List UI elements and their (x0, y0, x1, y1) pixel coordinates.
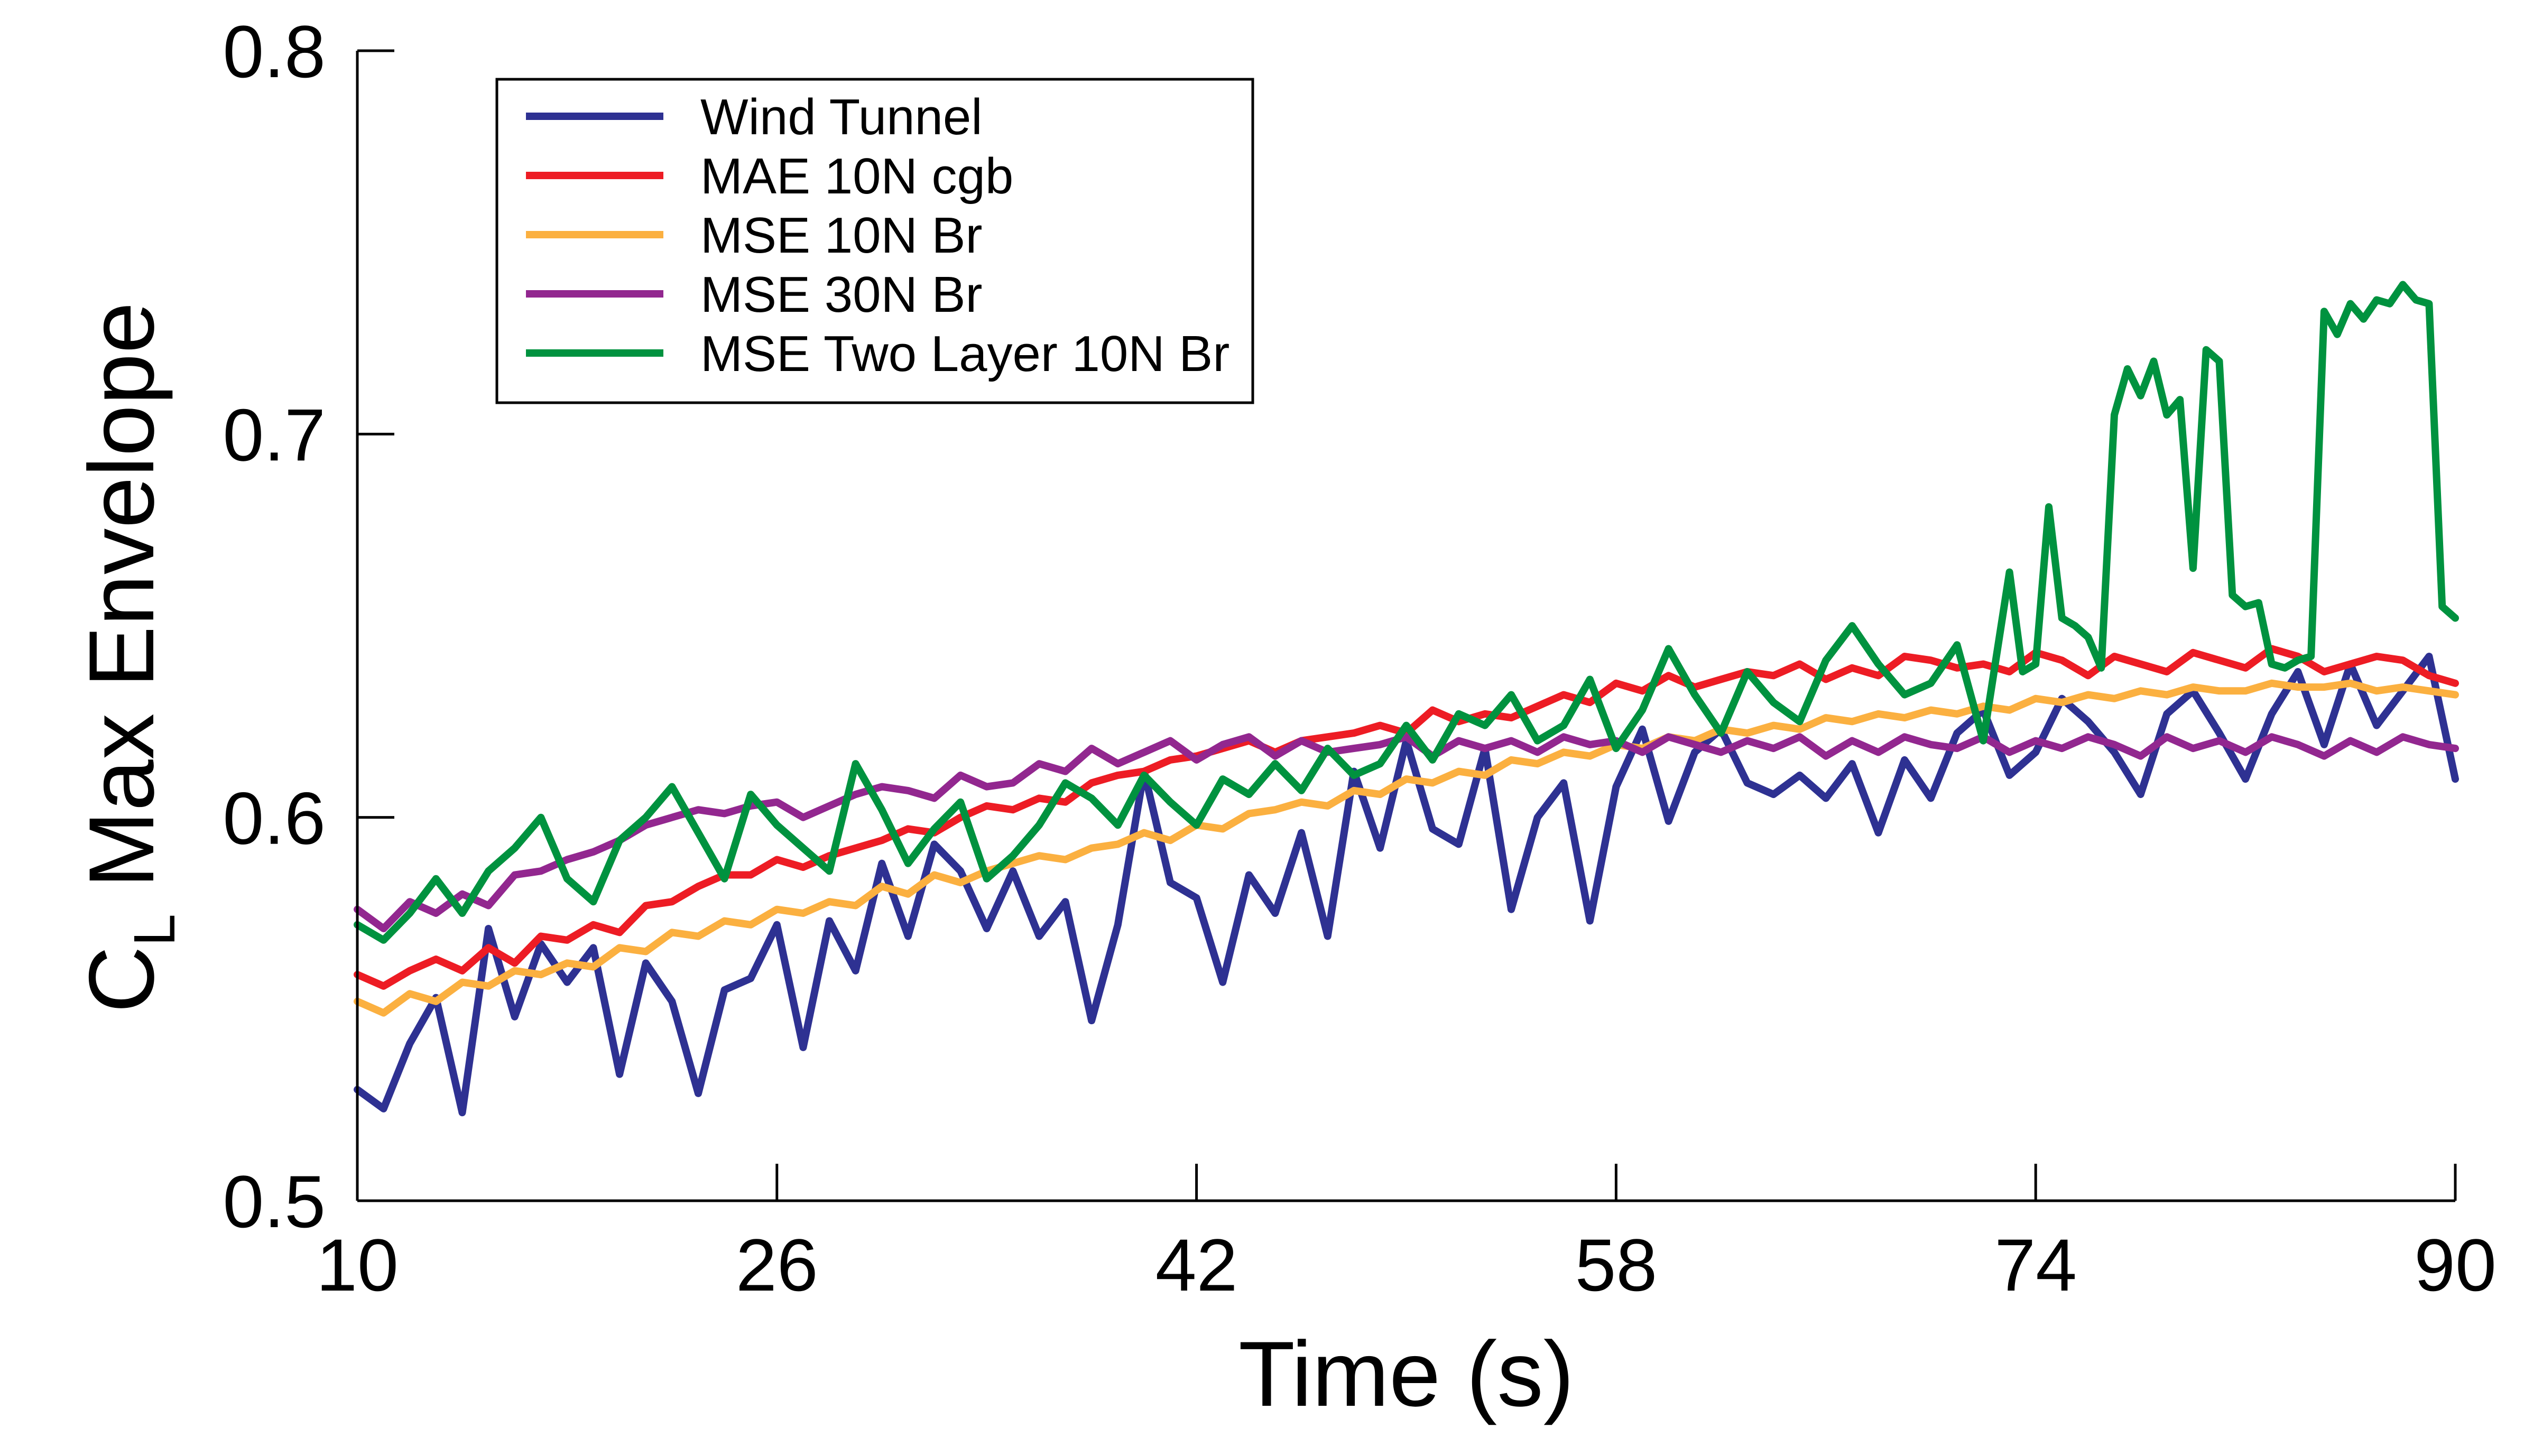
x-ticks: 10 26 42 58 74 90 (316, 1164, 2497, 1306)
x-tick-label: 10 (316, 1223, 399, 1306)
legend-label-1: Wind Tunnel (700, 89, 983, 145)
y-tick-label: 0.6 (223, 777, 326, 860)
series-line-2 (354, 645, 2459, 990)
y-ticks: 0.5 0.6 0.7 0.8 (223, 10, 394, 1243)
legend-label-5: MSE Two Layer 10N Br (700, 326, 1229, 382)
y-tick-label: 0.7 (223, 393, 326, 476)
y-tick-label: 0.5 (223, 1160, 326, 1243)
series-line-4 (354, 733, 2459, 932)
x-tick-label: 74 (1994, 1223, 2077, 1306)
x-axis-title: Time (s) (1238, 1323, 1574, 1426)
legend-label-2: MAE 10N cgb (700, 148, 1013, 205)
y-axis-title: CL Max Envelope (70, 302, 187, 1013)
x-tick-label: 42 (1155, 1223, 1238, 1306)
x-tick-label: 58 (1575, 1223, 1658, 1306)
legend-label-3: MSE 10N Br (700, 207, 982, 264)
x-tick-label: 90 (2414, 1223, 2497, 1306)
series-layer (354, 281, 2459, 1117)
y-axis-title-subscript: L (122, 914, 187, 946)
legend-label-4: MSE 30N Br (700, 266, 982, 323)
x-tick-label: 26 (736, 1223, 818, 1306)
legend-box (495, 78, 1254, 404)
y-tick-label: 0.8 (223, 10, 326, 93)
series-line-3 (354, 679, 2459, 1017)
axes-layer: 10 26 42 58 74 90 0.5 0.6 0.7 0.8 (223, 10, 2496, 1306)
series-line-5 (354, 281, 2459, 944)
y-axis-title-rest: Max Envelope (70, 302, 173, 914)
y-axis-title-main: C (70, 946, 173, 1013)
